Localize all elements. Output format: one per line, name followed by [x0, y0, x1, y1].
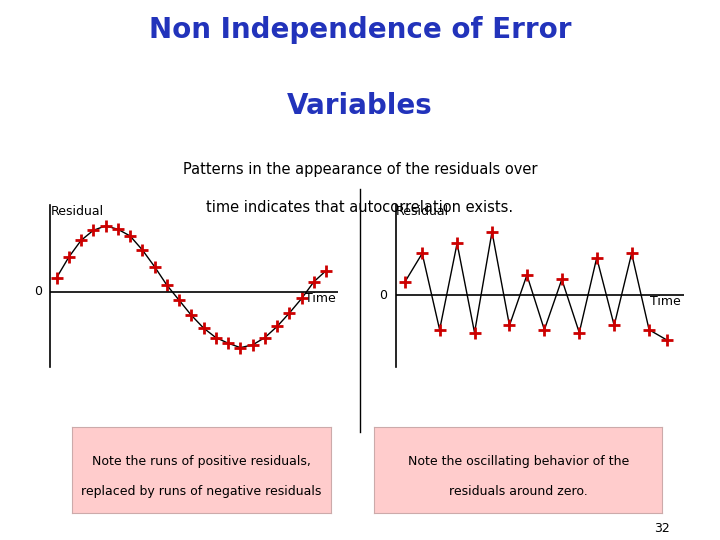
Text: 0: 0: [34, 285, 42, 298]
Text: Note the oscillating behavior of the: Note the oscillating behavior of the: [408, 455, 629, 468]
Text: time indicates that autocorrelation exists.: time indicates that autocorrelation exis…: [207, 200, 513, 215]
Text: Non Independence of Error: Non Independence of Error: [149, 16, 571, 44]
Text: Time: Time: [305, 292, 336, 305]
Text: Time: Time: [649, 295, 680, 308]
Text: Patterns in the appearance of the residuals over: Patterns in the appearance of the residu…: [183, 162, 537, 177]
Text: Variables: Variables: [287, 92, 433, 120]
Text: Residual: Residual: [50, 205, 104, 218]
Text: replaced by runs of negative residuals: replaced by runs of negative residuals: [81, 485, 322, 498]
Text: Residual: Residual: [396, 205, 449, 218]
Text: residuals around zero.: residuals around zero.: [449, 485, 588, 498]
Text: 0: 0: [379, 289, 387, 302]
Text: Note the runs of positive residuals,: Note the runs of positive residuals,: [92, 455, 311, 468]
Text: 32: 32: [654, 522, 670, 535]
